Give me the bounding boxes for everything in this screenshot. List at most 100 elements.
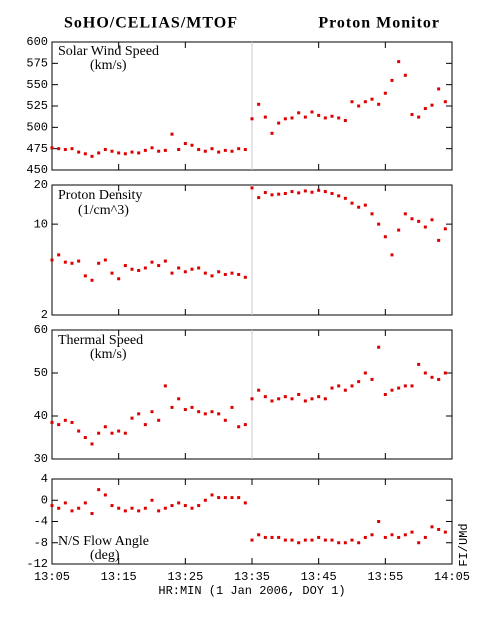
y-tick-label: 600: [26, 35, 48, 49]
data-point: [177, 148, 181, 152]
data-point: [70, 261, 74, 265]
data-point: [317, 113, 321, 117]
credit: FI/UMd: [457, 523, 471, 566]
data-point: [250, 397, 254, 401]
data-point: [357, 380, 361, 384]
data-point: [430, 103, 434, 107]
data-point: [137, 151, 141, 155]
data-point: [390, 253, 394, 257]
x-tick-label: 13:05: [34, 570, 70, 584]
panel-label: (deg): [90, 548, 120, 563]
data-point: [323, 538, 327, 542]
data-point: [317, 535, 321, 539]
y-tick-label: 60: [34, 323, 48, 337]
data-point: [123, 431, 127, 435]
data-point: [390, 388, 394, 392]
data-point: [357, 104, 361, 108]
data-point: [410, 384, 414, 388]
data-point: [70, 509, 74, 513]
data-point: [350, 201, 354, 205]
data-point: [337, 116, 341, 120]
data-point: [63, 148, 67, 152]
data-point: [143, 148, 147, 152]
data-point: [250, 117, 254, 121]
data-point: [190, 267, 194, 271]
data-point: [197, 266, 201, 270]
data-point: [130, 506, 134, 510]
data-point: [143, 506, 147, 510]
data-point: [63, 418, 67, 422]
y-tick-label: 575: [26, 57, 48, 71]
data-point: [50, 504, 54, 508]
data-point: [170, 504, 174, 508]
data-point: [410, 113, 414, 117]
data-point: [290, 538, 294, 542]
data-point: [150, 260, 154, 264]
data-point: [423, 535, 427, 539]
data-point: [57, 423, 61, 427]
data-point: [283, 117, 287, 121]
data-point: [163, 259, 167, 263]
data-point: [330, 114, 334, 118]
data-point: [430, 375, 434, 379]
x-tick-label: 13:35: [234, 570, 270, 584]
data-point: [283, 395, 287, 399]
data-point: [290, 190, 294, 194]
y-tick-label: 525: [26, 99, 48, 113]
y-tick-label: 0: [41, 493, 48, 507]
x-tick-label: 13:15: [101, 570, 137, 584]
data-point: [277, 535, 281, 539]
y-tick-label: 30: [34, 452, 48, 466]
data-point: [83, 152, 87, 156]
data-point: [437, 238, 441, 242]
data-point: [77, 259, 81, 263]
data-point: [223, 496, 227, 500]
data-point: [97, 431, 101, 435]
data-point: [57, 147, 61, 151]
data-point: [437, 377, 441, 381]
data-point: [210, 274, 214, 278]
data-point: [310, 190, 314, 194]
y-tick-label: 10: [34, 217, 48, 231]
data-point: [137, 412, 141, 416]
panel-label: N/S Flow Angle: [58, 534, 149, 549]
data-point: [157, 509, 161, 513]
data-point: [377, 102, 381, 106]
data-point: [203, 149, 207, 153]
data-point: [177, 266, 181, 270]
data-point: [210, 410, 214, 414]
data-point: [257, 388, 261, 392]
data-point: [110, 431, 114, 435]
data-point: [363, 203, 367, 207]
data-point: [250, 538, 254, 542]
data-point: [290, 116, 294, 120]
panel-label: (1/cm^3): [78, 203, 129, 218]
data-point: [303, 189, 307, 193]
data-point: [277, 121, 281, 125]
data-point: [117, 429, 121, 433]
data-point: [70, 420, 74, 424]
data-point: [97, 151, 101, 155]
data-point: [130, 416, 134, 420]
data-point: [350, 538, 354, 542]
data-point: [270, 535, 274, 539]
data-point: [317, 395, 321, 399]
data-point: [370, 377, 374, 381]
data-point: [423, 107, 427, 111]
data-point: [203, 498, 207, 502]
data-point: [310, 397, 314, 401]
data-point: [117, 506, 121, 510]
data-point: [123, 509, 127, 513]
x-tick-label: 14:05: [434, 570, 470, 584]
data-point: [337, 384, 341, 388]
data-point: [363, 100, 367, 104]
data-point: [243, 423, 247, 427]
data-point: [63, 501, 67, 505]
data-point: [277, 192, 281, 196]
data-point: [270, 131, 274, 135]
y-tick-label: 500: [26, 121, 48, 135]
header-left: SoHO/CELIAS/MTOF: [64, 15, 238, 32]
data-point: [330, 538, 334, 542]
data-point: [223, 272, 227, 276]
data-point: [103, 425, 107, 429]
